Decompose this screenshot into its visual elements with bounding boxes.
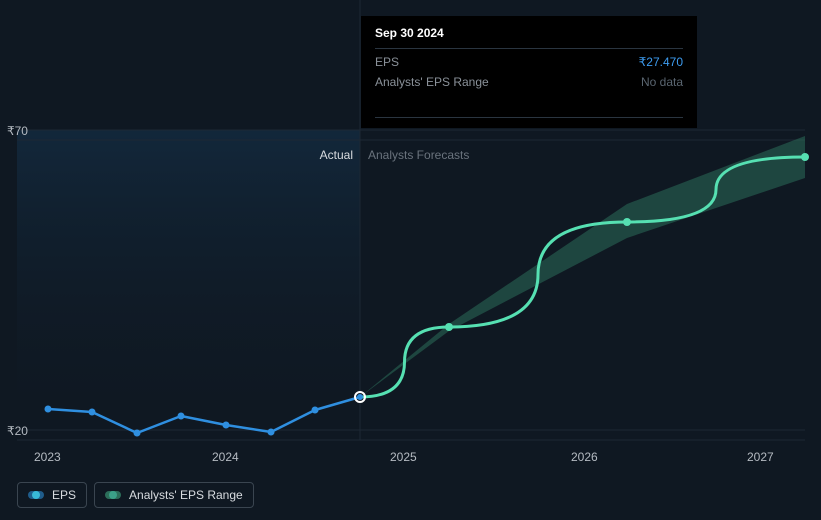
- tooltip-row: EPS ₹27.470: [375, 49, 683, 69]
- x-axis-label: 2023: [34, 450, 61, 464]
- x-axis-label: 2027: [747, 450, 774, 464]
- x-axis-label: 2025: [390, 450, 417, 464]
- section-label-actual: Actual: [320, 148, 353, 162]
- legend-label: EPS: [52, 488, 76, 502]
- legend-label: Analysts' EPS Range: [129, 488, 243, 502]
- x-axis-label: 2026: [571, 450, 598, 464]
- x-axis-label: 2024: [212, 450, 239, 464]
- section-label-forecast: Analysts Forecasts: [368, 148, 469, 162]
- y-axis-label: ₹20: [7, 424, 28, 438]
- legend-swatch: [28, 491, 44, 499]
- legend-swatch: [105, 491, 121, 499]
- y-axis-label: ₹70: [7, 124, 28, 138]
- tooltip-date: Sep 30 2024: [375, 26, 683, 49]
- tooltip-row-label: Analysts' EPS Range: [375, 75, 489, 89]
- tooltip-row-value: ₹27.470: [639, 55, 683, 69]
- legend-item[interactable]: EPS: [17, 482, 87, 508]
- tooltip-row: Analysts' EPS Range No data: [375, 69, 683, 89]
- chart-tooltip: Sep 30 2024 EPS₹27.470Analysts' EPS Rang…: [361, 16, 697, 128]
- tooltip-row-value: No data: [641, 75, 683, 89]
- chart-legend: EPS Analysts' EPS Range: [17, 482, 254, 508]
- tooltip-row-label: EPS: [375, 55, 399, 69]
- legend-item[interactable]: Analysts' EPS Range: [94, 482, 254, 508]
